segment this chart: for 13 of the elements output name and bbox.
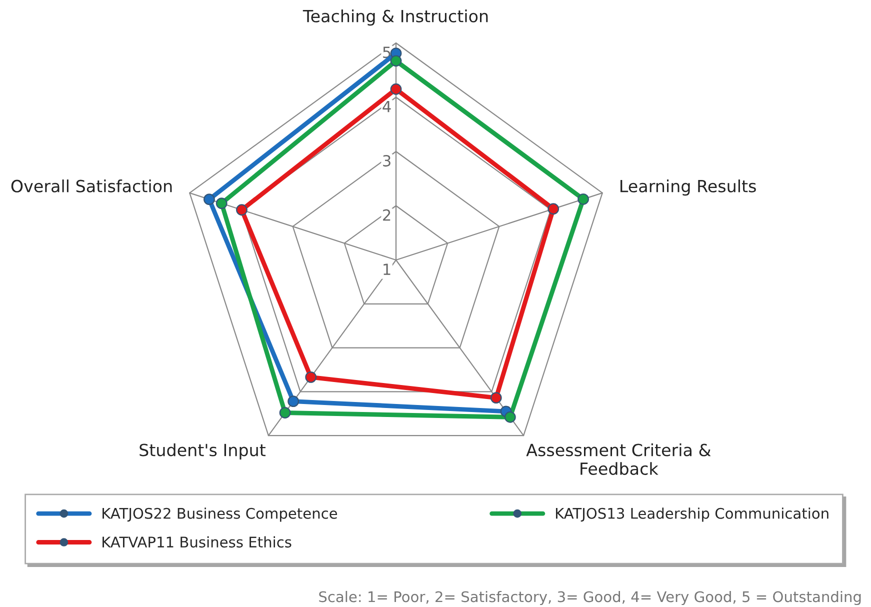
legend-label: KATJOS13 Leadership Communication bbox=[556, 508, 828, 522]
y-tick-label: 3 bbox=[383, 155, 390, 167]
spoke-label: Learning Results bbox=[620, 180, 756, 196]
y-tick-label: 4 bbox=[382, 100, 391, 112]
spoke-label: Overall Satisfaction bbox=[11, 180, 172, 192]
legend-label: KATVAP11 Business Ethics bbox=[102, 536, 292, 548]
text: Scale: 1= Poor, 2= Satisfactory, 3= Good, 4= Very Good, 5 = Outstanding bbox=[319, 590, 861, 606]
y-tick-label: 2 bbox=[383, 209, 390, 221]
spoke-label: Assessment Criteria & Feedback bbox=[526, 443, 711, 475]
y-tick-label: 1 bbox=[384, 264, 390, 275]
spoke-label: Student's Input bbox=[140, 443, 266, 460]
legend-label: KATJOS22 Business Competence bbox=[102, 508, 338, 522]
spoke-label: Teaching & Instruction bbox=[302, 10, 488, 26]
